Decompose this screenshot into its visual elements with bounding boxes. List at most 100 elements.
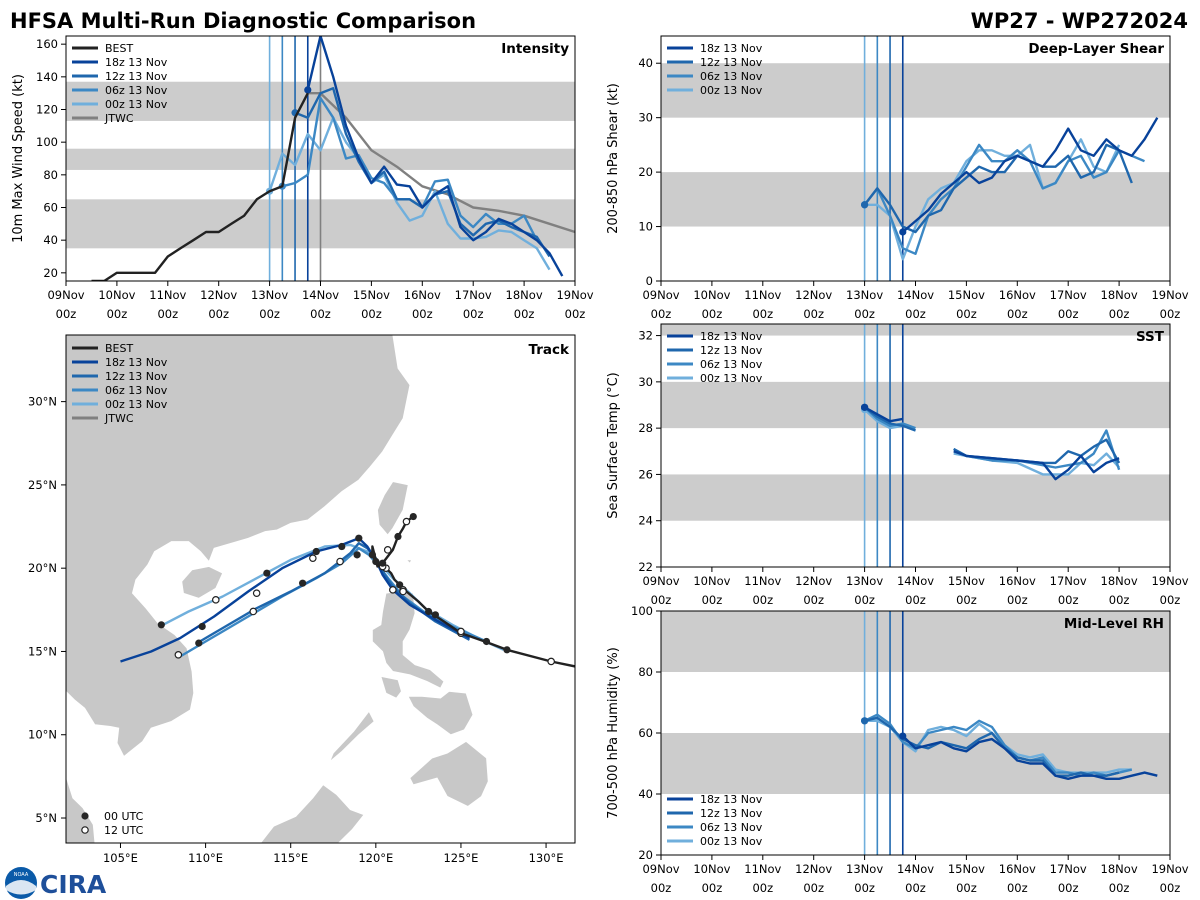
intensity-series-18z-13-nov: [306, 36, 564, 277]
track-point-12utc: [383, 546, 392, 554]
rh-xtick-label-hour: 00z: [956, 881, 977, 895]
shear-ylabel: 200-850 hPa Shear (kt): [606, 83, 621, 234]
shear-xtick-label-date: 11Nov: [744, 288, 781, 302]
sst-plot-area: [661, 324, 1170, 567]
track-point-00utc: [379, 559, 387, 567]
track-ytick-label: 15°N: [28, 644, 57, 658]
intensity-xtick-label-hour: 00z: [310, 307, 331, 321]
shear-xtick-label-date: 13Nov: [846, 288, 883, 302]
shear-xtick-label-hour: 00z: [651, 307, 672, 321]
rh-legend-label-06z-13-nov: 06z 13 Nov: [700, 821, 763, 834]
intensity-legend-label-18z-13-nov: 18z 13 Nov: [105, 56, 168, 69]
shear-ytick-label: 20: [638, 165, 653, 179]
rh-xtick-label-date: 12Nov: [795, 862, 832, 876]
sst-ytick-label: 24: [638, 514, 653, 528]
track-frame: [65, 334, 576, 844]
shear-xtick-label-hour: 00z: [854, 307, 875, 321]
rh-ytick-label: 100: [631, 604, 653, 618]
shear-xtick-label-date: 09Nov: [642, 288, 679, 302]
shear-xtick-label-date: 17Nov: [1050, 288, 1087, 302]
rh-panel-title: Mid-Level RH: [1064, 616, 1164, 632]
track-point-12utc: [309, 554, 317, 562]
shear-start-point-12z-13-nov: [861, 201, 869, 209]
sst-ylabel: Sea Surface Temp (°C): [606, 372, 621, 519]
shear-series-00z-13-nov: [864, 138, 1121, 261]
shear-ytick-label: 0: [646, 274, 653, 288]
track-point-00utc: [424, 607, 433, 616]
sst-xtick-label-date: 19Nov: [1151, 574, 1188, 588]
rh-xtick-label-hour: 00z: [752, 881, 773, 895]
intensity-ytick-label: 40: [43, 233, 58, 247]
land-palawan: [329, 710, 375, 762]
sst-xtick-label-hour: 00z: [1058, 593, 1079, 607]
land-batanes: [405, 559, 413, 564]
sst-xtick-label-hour: 00z: [651, 593, 672, 607]
intensity-xtick-label-date: 16Nov: [404, 288, 441, 302]
track-line-00z-13-nov: [162, 543, 505, 651]
track-point-12utc: [249, 607, 258, 616]
land-hainan: [181, 566, 224, 599]
track-ytick-label: 5°N: [35, 811, 57, 825]
track-point-00utc: [195, 639, 203, 647]
shear-xtick-label-date: 12Nov: [795, 288, 832, 302]
track-point-12utc: [252, 589, 261, 597]
sst-xtick-label-hour: 00z: [956, 593, 977, 607]
rh-xtick-label-hour: 00z: [651, 881, 672, 895]
land-visayas: [407, 690, 474, 736]
sst-xtick-label-hour: 00z: [905, 593, 926, 607]
rh-xtick-label-date: 10Nov: [693, 862, 730, 876]
shear-xtick-label-hour: 00z: [956, 307, 977, 321]
track-point-00utc: [312, 547, 320, 556]
intensity-legend-label-jtwc: JTWC: [104, 112, 134, 125]
rh-band-1: [661, 611, 1170, 672]
track-point-00utc: [263, 569, 271, 577]
intensity-xtick-label-hour: 00z: [565, 307, 586, 321]
sst-ytick-label: 28: [638, 421, 653, 435]
rh-legend-label-00z-13-nov: 00z 13 Nov: [700, 835, 763, 848]
shear-band-0: [661, 172, 1170, 227]
track-ytick-label: 10°N: [28, 728, 57, 742]
track-xtick-label: 125°E: [443, 851, 478, 865]
intensity-legend-label-00z-13-nov: 00z 13 Nov: [105, 98, 168, 111]
rh-ytick-label: 80: [638, 665, 653, 679]
track-ytick-label: 20°N: [28, 561, 57, 575]
track-legend-label-00z-13-nov: 00z 13 Nov: [105, 398, 168, 411]
track-point-00utc: [338, 542, 346, 551]
track-point-12utc: [212, 596, 220, 604]
sst-xtick-label-date: 09Nov: [642, 574, 679, 588]
shear-ytick-label: 40: [638, 56, 653, 70]
shear-xtick-label-hour: 00z: [1007, 307, 1028, 321]
shear-start-point-18z-13-nov: [899, 228, 907, 236]
sst-legend-label-18z-13-nov: 18z 13 Nov: [700, 330, 763, 343]
track-point-00utc: [409, 512, 417, 521]
shear-xtick-label-date: 16Nov: [999, 288, 1036, 302]
shear-xtick-label-hour: 00z: [752, 307, 773, 321]
intensity-ylabel: 10m Max Wind Speed (kt): [11, 74, 26, 243]
figure-title: HFSA Multi-Run Diagnostic Comparison: [10, 9, 476, 33]
shear-series-18z-13-nov: [902, 117, 1159, 233]
rh-start-point-18z-13-nov: [899, 732, 907, 740]
track-point-00utc: [368, 551, 377, 559]
track-point-00utc: [482, 637, 491, 646]
track-xtick-label: 110°E: [188, 851, 223, 865]
intensity-ytick-label: 100: [36, 135, 58, 149]
intensity-ytick-label: 20: [43, 266, 58, 280]
sst-panel-title: SST: [1136, 329, 1165, 345]
rh-xtick-label-hour: 00z: [803, 881, 824, 895]
track-point-00utc: [372, 557, 380, 566]
cira-logo: NOAA CIRA: [5, 867, 107, 899]
sst-xtick-label-date: 13Nov: [846, 574, 883, 588]
intensity-xtick-label-date: 15Nov: [353, 288, 390, 302]
rh-panel: 20 40 60 80 100 09Nov 00z 10Nov 00z 11Nov 00z 12Nov…: [606, 604, 1189, 895]
intensity-xtick-label-date: 14Nov: [302, 288, 339, 302]
track-point-12utc: [174, 650, 183, 659]
track-ytick-label: 25°N: [28, 478, 57, 492]
sst-band-1: [661, 381, 1170, 429]
rh-xtick-label-date: 14Nov: [897, 862, 934, 876]
track-xtick-label: 130°E: [529, 851, 564, 865]
land-borneo: [187, 784, 365, 843]
track-xtick-label: 120°E: [358, 851, 393, 865]
rh-xtick-label-date: 15Nov: [948, 862, 985, 876]
track-marker-legend-12utc-label: 12 UTC: [104, 824, 144, 837]
shear-xtick-label-hour: 00z: [1160, 307, 1181, 321]
